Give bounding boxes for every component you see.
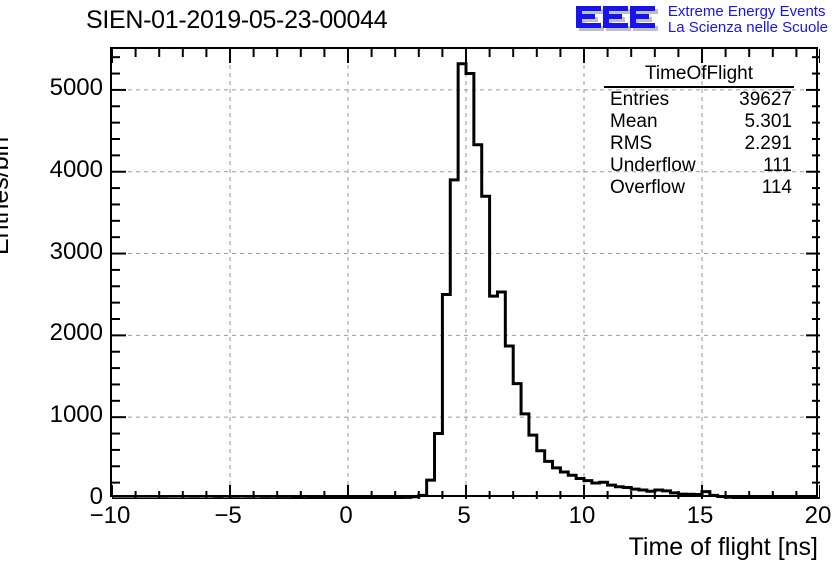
y-tick-label: 3000 xyxy=(49,237,103,265)
stats-box: TimeOfFlight Entries 39627 Mean 5.301 RMS 2.2… xyxy=(604,62,794,198)
y-tick-label: 4000 xyxy=(49,155,103,183)
y-tick-label: 0 xyxy=(89,483,103,510)
stats-key: Entries xyxy=(610,88,670,110)
gridlines xyxy=(112,49,820,499)
plot-frame xyxy=(110,47,820,499)
eee-line-2: La Scienza nelle Scuole xyxy=(667,19,828,37)
stats-row: Mean 5.301 xyxy=(604,110,794,132)
eee-line-1: Extreme Energy Events xyxy=(667,3,826,20)
y-tick-label: 2000 xyxy=(49,319,103,347)
stats-value: 5.301 xyxy=(744,110,792,132)
page-title: SIEN-01-2019-05-23-00044 xyxy=(86,6,388,34)
stats-row: RMS 2.291 xyxy=(604,132,794,154)
stats-value: 39627 xyxy=(739,88,792,110)
stats-value: 114 xyxy=(761,176,792,198)
stats-key: Underflow xyxy=(610,154,696,176)
stats-row: Entries 39627 xyxy=(604,88,794,110)
y-tick-label: 5000 xyxy=(49,73,103,101)
stats-title: TimeOfFlight xyxy=(604,62,794,88)
stats-row: Underflow 111 xyxy=(604,154,794,176)
eee-wordmark: Extreme Energy Events La Scienza nelle S… xyxy=(667,3,828,37)
stats-rows: Entries 39627 Mean 5.301 RMS 2.291 Underflow 11… xyxy=(604,88,794,198)
x-tick-label: −10 xyxy=(89,502,131,529)
stats-key: Overflow xyxy=(610,176,685,198)
x-axis-title: Time of flight [ns] xyxy=(628,533,818,561)
stats-key: RMS xyxy=(610,132,653,154)
stats-key: Mean xyxy=(610,110,658,132)
x-tick-label: 0 xyxy=(339,502,353,529)
stats-value: 2.291 xyxy=(744,132,792,154)
x-tick-label: −5 xyxy=(214,502,242,529)
eee-logo: Extreme Energy Events La Scienza nelle S… xyxy=(574,3,828,37)
x-tick-label: 15 xyxy=(686,502,714,529)
histogram-canvas xyxy=(112,49,820,499)
y-axis-title: Entries/bin xyxy=(0,136,14,255)
stats-value: 111 xyxy=(763,154,792,176)
histogram-trace xyxy=(112,62,820,499)
x-tick-label: 20 xyxy=(804,502,832,529)
x-tick-label: 10 xyxy=(568,502,596,529)
stats-row: Overflow 114 xyxy=(604,176,794,198)
x-tick-label: 5 xyxy=(457,502,471,529)
y-tick-label: 1000 xyxy=(49,401,103,429)
eee-monogram-icon xyxy=(574,5,660,35)
